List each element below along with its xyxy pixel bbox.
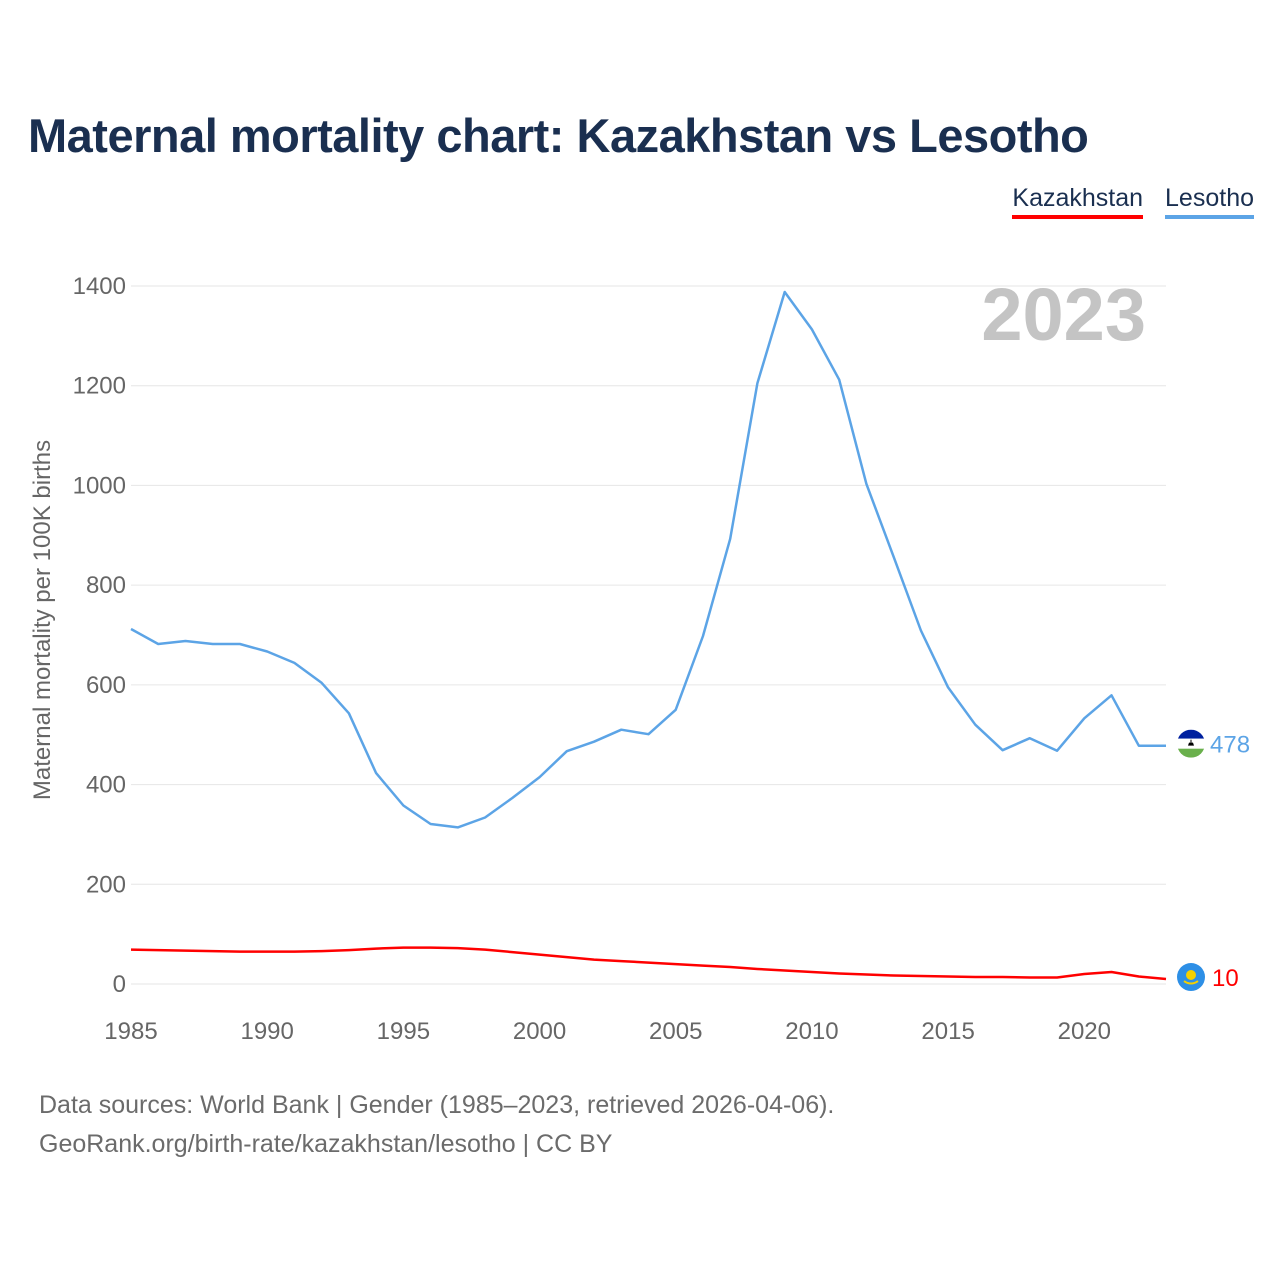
x-tick-label: 1995: [377, 1018, 430, 1045]
line-chart: 0 200 400 600 800 1000 1200 1400 1985 1990 1995 20…: [29, 273, 1250, 1045]
y-tick-label: 200: [86, 871, 126, 898]
kazakhstan-flag-icon: [1177, 963, 1205, 992]
footer: Data sources: World Bank | Gender (1985–…: [39, 1086, 834, 1164]
data-source-text: Data sources: World Bank | Gender (1985–…: [39, 1091, 835, 1119]
lesotho-end-value: 478: [1210, 732, 1250, 759]
x-tick-labels: 1985 1990 1995 2000 2005 2010 2015 2020: [104, 1018, 1111, 1045]
end-markers: [1177, 729, 1205, 992]
y-tick-label: 400: [86, 772, 126, 799]
lesotho-series-line[interactable]: [130, 290, 1166, 829]
series-lines: [130, 290, 1167, 981]
x-tick-label: 2000: [513, 1018, 566, 1045]
y-tick-label: 1200: [73, 373, 126, 400]
y-tick-label: 800: [86, 572, 126, 599]
y-tick-label: 0: [113, 971, 126, 998]
x-tick-label: 1990: [240, 1018, 293, 1045]
y-tick-label: 600: [86, 672, 126, 699]
y-tick-label: 1000: [73, 472, 126, 499]
x-tick-label: 2010: [785, 1018, 838, 1045]
year-watermark: 2023: [981, 273, 1146, 356]
x-tick-label: 2005: [649, 1018, 702, 1045]
lesotho-flag-icon: [1177, 729, 1205, 758]
source-link[interactable]: GeoRank.org/birth-rate/kazakhstan/lesoth…: [39, 1130, 613, 1158]
x-tick-label: 1985: [104, 1018, 157, 1045]
x-tick-label: 2020: [1058, 1018, 1111, 1045]
chart-title: Maternal mortality chart: Kazakhstan vs …: [28, 109, 1089, 162]
kazakhstan-series-line[interactable]: [130, 946, 1167, 981]
y-tick-labels: 0 200 400 600 800 1000 1200 1400: [73, 273, 126, 998]
legend-item-kazakhstan[interactable]: Kazakhstan: [1012, 184, 1144, 219]
x-tick-label: 2015: [921, 1018, 974, 1045]
grid-lines: [131, 285, 1166, 985]
legend-item-lesotho[interactable]: Lesotho: [1165, 184, 1254, 219]
legend: Kazakhstan Lesotho: [1012, 184, 1254, 219]
y-axis-label: Maternal mortality per 100K births: [29, 440, 56, 800]
y-tick-label: 1400: [73, 273, 126, 300]
kazakhstan-end-value: 10: [1212, 965, 1239, 992]
